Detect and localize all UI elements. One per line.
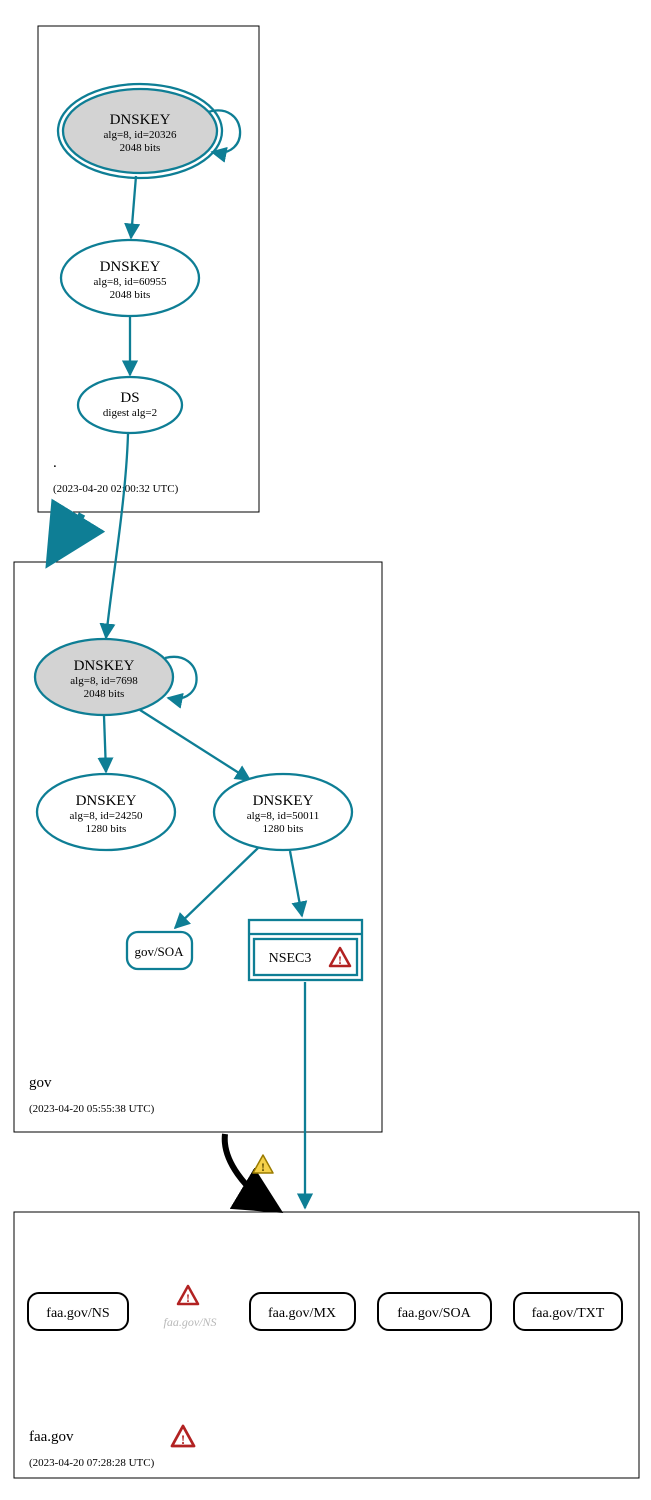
root-ksk-title: DNSKEY [110, 112, 171, 128]
svg-text:faa.gov/NS: faa.gov/NS [46, 1306, 109, 1321]
zone-gov-label: gov [29, 1075, 52, 1091]
zone-gov-ts: (2023-04-20 05:55:38 UTC) [29, 1103, 155, 1115]
svg-text:faa.gov/TXT: faa.gov/TXT [532, 1306, 605, 1321]
zone-faa-ts: (2023-04-20 07:28:28 UTC) [29, 1457, 155, 1469]
zone-root-ts: (2023-04-20 02:00:32 UTC) [53, 483, 179, 495]
svg-text:!: ! [186, 1291, 190, 1305]
node-faa-soa: faa.gov/SOA [378, 1293, 491, 1330]
svg-text:2048 bits: 2048 bits [110, 289, 151, 301]
zone-faa-label: faa.gov [29, 1429, 74, 1445]
edge-govksk-zsk2 [140, 710, 250, 780]
edge-govksk-zsk1 [104, 716, 106, 772]
error-icon: ! [178, 1286, 198, 1305]
node-gov-zsk1: DNSKEY alg=8, id=24250 1280 bits [37, 774, 175, 850]
node-faa-mx: faa.gov/MX [250, 1293, 355, 1330]
warning-icon: ! [253, 1155, 273, 1174]
svg-text:alg=8, id=60955: alg=8, id=60955 [94, 276, 167, 288]
error-icon: ! [172, 1426, 194, 1447]
node-faa-ns-insecure: ! faa.gov/NS [164, 1286, 217, 1329]
edge-zsk2-govsoa [175, 848, 258, 928]
node-root-ds: DS digest alg=2 [78, 377, 182, 433]
zone-root-label: . [53, 455, 57, 471]
node-faa-ns: faa.gov/NS [28, 1293, 128, 1330]
svg-text:1280 bits: 1280 bits [86, 823, 127, 835]
svg-text:faa.gov/NS: faa.gov/NS [164, 1315, 217, 1329]
svg-text:alg=8, id=7698: alg=8, id=7698 [70, 675, 138, 687]
zone-faa: faa.gov (2023-04-20 07:28:28 UTC) [14, 1212, 639, 1478]
root-ksk-l2: alg=8, id=20326 [104, 129, 177, 141]
edge-rootksk-rootzsk [131, 176, 136, 238]
edge-zsk2-nsec3 [290, 851, 302, 916]
svg-text:gov/SOA: gov/SOA [134, 944, 184, 959]
node-faa-txt: faa.gov/TXT [514, 1293, 622, 1330]
svg-text:alg=8, id=24250: alg=8, id=24250 [70, 810, 143, 822]
svg-text:!: ! [181, 1432, 185, 1447]
edge-rootzone-govzone [52, 514, 82, 558]
svg-text:NSEC3: NSEC3 [269, 951, 312, 966]
node-root-ksk: DNSKEY alg=8, id=20326 2048 bits [58, 84, 222, 178]
edge-ds-govksk [106, 434, 128, 638]
node-root-zsk: DNSKEY alg=8, id=60955 2048 bits [61, 240, 199, 316]
node-gov-zsk2: DNSKEY alg=8, id=50011 1280 bits [214, 774, 352, 850]
node-gov-ksk: DNSKEY alg=8, id=7698 2048 bits [35, 639, 173, 715]
node-nsec3: NSEC3 ! [249, 920, 362, 980]
svg-text:alg=8, id=50011: alg=8, id=50011 [247, 810, 320, 822]
svg-text:faa.gov/SOA: faa.gov/SOA [397, 1306, 471, 1321]
svg-text:digest alg=2: digest alg=2 [103, 407, 157, 419]
svg-text:DNSKEY: DNSKEY [253, 793, 314, 809]
svg-text:1280 bits: 1280 bits [263, 823, 304, 835]
svg-text:!: ! [261, 1160, 265, 1174]
svg-text:2048 bits: 2048 bits [84, 688, 125, 700]
svg-text:faa.gov/MX: faa.gov/MX [268, 1306, 336, 1321]
svg-text:DNSKEY: DNSKEY [100, 259, 161, 275]
svg-text:DNSKEY: DNSKEY [76, 793, 137, 809]
root-ksk-l3: 2048 bits [120, 142, 161, 154]
node-gov-soa: gov/SOA [127, 932, 192, 969]
svg-text:DNSKEY: DNSKEY [74, 658, 135, 674]
svg-text:DS: DS [120, 390, 139, 406]
svg-text:!: ! [338, 953, 342, 967]
